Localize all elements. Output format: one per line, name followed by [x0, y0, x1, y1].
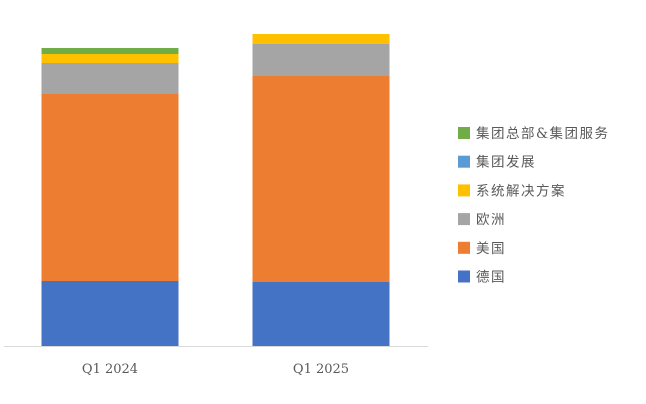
bar-segment-series-1-cat-0: [41, 94, 179, 281]
x-tick-label-0: Q1 2024: [82, 362, 138, 377]
legend-label-2: 欧洲: [476, 212, 506, 228]
bar-segment-series-5-cat-0: [41, 48, 179, 54]
legend-item-4: 集团发展: [458, 155, 536, 171]
bar-segment-series-0-cat-0: [41, 281, 179, 346]
bar-segment-series-3-cat-0: [41, 54, 179, 63]
bars-layer: [41, 34, 390, 346]
legend-label-3: 系统解决方案: [476, 182, 566, 199]
legend-item-3: 系统解决方案: [458, 182, 566, 199]
legend-item-1: 美国: [458, 241, 506, 257]
x-labels-layer: Q1 2024 Q1 2025: [82, 362, 349, 377]
legend-swatch-1: [458, 241, 470, 254]
bar-segment-series-1-cat-1: [252, 76, 390, 282]
legend-item-0: 德国: [458, 270, 506, 286]
legend-label-5: 集团总部&集团服务: [476, 126, 610, 142]
legend-label-0: 德国: [476, 270, 506, 286]
bar-segment-series-2-cat-1: [252, 44, 390, 76]
legend-item-2: 欧洲: [458, 212, 506, 228]
bar-segment-series-2-cat-0: [41, 63, 179, 94]
legend-swatch-3: [458, 184, 470, 197]
x-tick-label-1: Q1 2025: [293, 362, 349, 377]
legend-label-4: 集团发展: [476, 155, 536, 171]
legend-swatch-2: [458, 213, 470, 226]
legend-item-5: 集团总部&集团服务: [458, 126, 610, 142]
bar-segment-series-0-cat-1: [252, 282, 390, 346]
legend-swatch-0: [458, 270, 470, 283]
bar-segment-series-3-cat-1: [252, 34, 390, 44]
legend-swatch-4: [458, 155, 470, 168]
legend-swatch-5: [458, 127, 470, 139]
legend-label-1: 美国: [476, 241, 506, 257]
